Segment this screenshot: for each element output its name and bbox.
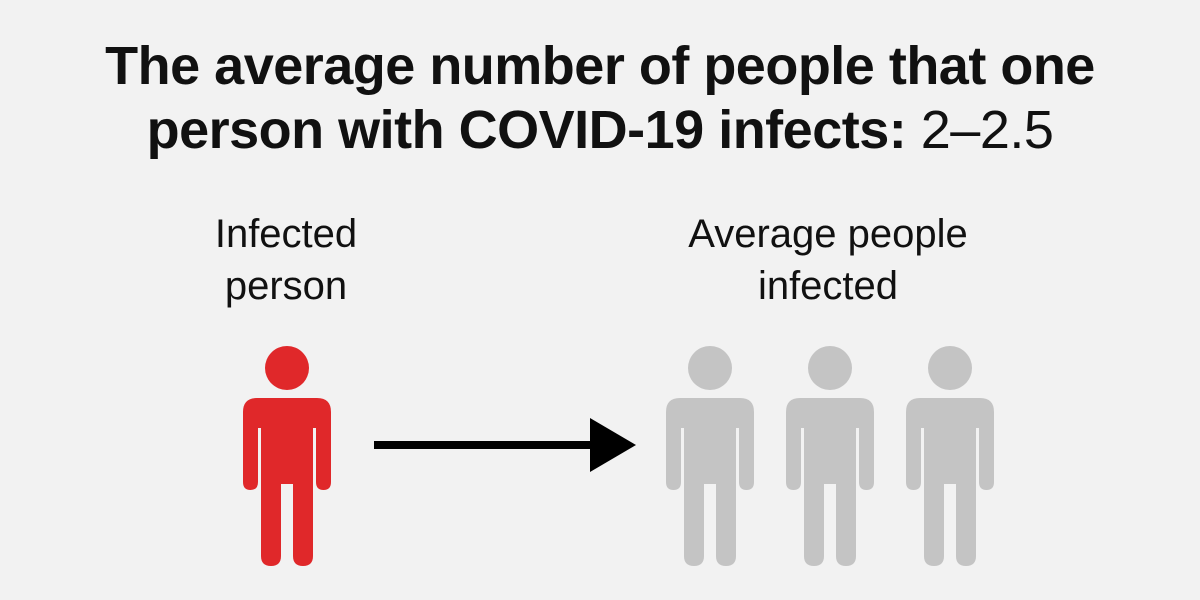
arrowhead xyxy=(590,418,636,472)
headline-value: 2–2.5 xyxy=(920,100,1054,160)
headline-line-1: The average number of people that one xyxy=(105,36,1095,96)
infected-people-group xyxy=(666,346,994,566)
infected-person-label-line-2: person xyxy=(224,264,348,308)
average-infected-label-line-1: Average people xyxy=(688,212,968,256)
person-base-icon xyxy=(906,346,994,566)
transmission-arrow xyxy=(374,418,636,472)
person-base-icon xyxy=(786,346,874,566)
headline-line-2: person with COVID-19 infects: 2–2.5 xyxy=(0,98,1200,162)
source-person-icon xyxy=(243,346,331,566)
source-person-figure xyxy=(243,346,331,566)
average-infected-label: Average people infected xyxy=(628,208,1028,312)
person-base-icon xyxy=(666,346,754,566)
headline-line-2-text: person with COVID-19 infects: xyxy=(146,100,907,160)
infected-person-2 xyxy=(786,346,874,566)
infected-person-label: Infected person xyxy=(186,208,386,312)
infected-person-label-line-1: Infected xyxy=(214,212,358,256)
infected-person-1 xyxy=(666,346,754,566)
headline: The average number of people that one pe… xyxy=(0,34,1200,162)
average-infected-label-line-2: infected xyxy=(757,264,899,308)
infected-person-3 xyxy=(906,346,994,566)
